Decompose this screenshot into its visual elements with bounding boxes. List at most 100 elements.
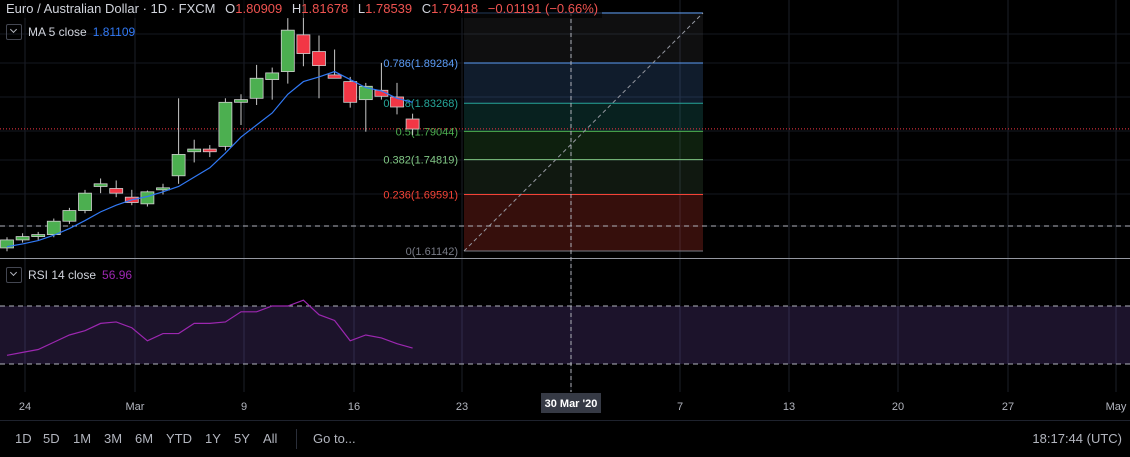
candle-body — [218, 101, 233, 147]
go-to-button[interactable]: Go to... — [313, 431, 356, 446]
time-axis-label: May — [1106, 401, 1127, 413]
rsi-legend-value: 56.96 — [102, 268, 133, 282]
rsi-legend[interactable]: RSI 14 close 56.96 — [6, 266, 132, 284]
change-value: −0.01191 (−0.66%) — [487, 1, 599, 16]
ma-legend[interactable]: MA 5 close 1.81109 — [6, 23, 135, 41]
candle — [234, 94, 248, 126]
candle — [218, 98, 233, 151]
candle-body — [358, 85, 373, 101]
time-axis-label: 9 — [241, 401, 247, 413]
candle-body — [374, 89, 389, 97]
timeframe-button-all[interactable]: All — [263, 431, 278, 446]
crosshair-date-box — [541, 393, 601, 413]
crosshair-date-label: 30 Mar '20 — [545, 398, 598, 410]
candle-body — [202, 148, 217, 153]
candle-body — [312, 51, 326, 66]
candle — [140, 190, 155, 207]
price-chart[interactable]: 0.786(1.89284)0.618(1.83268)0.5(1.79044)… — [0, 0, 1130, 420]
collapse-chevron-icon[interactable] — [6, 266, 22, 283]
time-axis-label: 20 — [892, 401, 904, 413]
timeframe-button-5d[interactable]: 5D — [43, 431, 60, 446]
collapse-chevron-icon[interactable] — [6, 23, 22, 40]
close-value: 1.79418 — [431, 1, 479, 16]
timeframe-button-6m[interactable]: 6M — [135, 431, 154, 446]
candle — [312, 35, 326, 99]
rsi-band — [0, 306, 1130, 364]
time-axis-label: 7 — [677, 401, 683, 413]
low-value: 1.78539 — [365, 1, 413, 16]
candle — [156, 183, 170, 195]
time-axis-label: Mar — [126, 401, 145, 413]
candle-body — [171, 154, 186, 177]
fib-level-label: 0.236(1.69591) — [383, 190, 458, 202]
time-axis-label: 23 — [456, 401, 468, 413]
fib-zone — [464, 131, 703, 160]
fib-zone — [464, 63, 703, 104]
candle-body — [405, 118, 420, 130]
candle-body — [31, 234, 46, 237]
candle-body — [78, 192, 92, 211]
open-label: O — [225, 1, 236, 16]
low-label: L — [357, 1, 366, 16]
fib-zone — [464, 103, 703, 132]
clock-display[interactable]: 18:17:44 (UTC) — [1032, 431, 1122, 446]
candle-body — [296, 34, 311, 54]
fib-zone — [464, 159, 703, 195]
fib-level-label: 0.786(1.89284) — [383, 58, 458, 70]
candle — [171, 98, 186, 184]
open-value: 1.80909 — [235, 1, 283, 16]
candle — [358, 82, 373, 132]
candle — [374, 62, 389, 100]
timeframe-button-ytd[interactable]: YTD — [166, 431, 192, 446]
ma-line — [6, 70, 413, 248]
time-axis-label: 16 — [348, 401, 360, 413]
timeframe-button-1m[interactable]: 1M — [73, 431, 92, 446]
candle — [62, 207, 77, 224]
fib-level-label: 0(1.61142) — [406, 246, 458, 258]
fib-level-label: 0.382(1.74819) — [383, 155, 458, 167]
candle-body — [187, 148, 202, 153]
timeframe-button-1y[interactable]: 1Y — [205, 431, 221, 446]
symbol-header: Euro / Australian Dollar · 1D · FXCM O1.… — [6, 0, 603, 18]
symbol-title[interactable]: Euro / Australian Dollar · 1D · FXCM — [6, 1, 216, 16]
candle-body — [280, 29, 295, 72]
high-label: H — [291, 1, 302, 16]
fib-level-label: 0.5(1.79044) — [396, 126, 458, 138]
candle — [405, 113, 420, 136]
toolbar-divider — [296, 429, 297, 449]
candle — [280, 18, 295, 84]
candle-body — [15, 236, 30, 241]
timeframe-button-3m[interactable]: 3M — [104, 431, 123, 446]
candle-body — [327, 74, 342, 79]
candle — [249, 64, 264, 105]
candle-body — [265, 72, 280, 80]
time-axis-label: 27 — [1002, 401, 1014, 413]
timeframe-button-1d[interactable]: 1D — [15, 431, 32, 446]
candle — [15, 233, 30, 243]
candle — [124, 189, 139, 206]
candle-body — [390, 96, 404, 108]
candle-body — [62, 210, 77, 222]
time-axis-label: 24 — [19, 401, 31, 413]
time-axis-label: 13 — [783, 401, 795, 413]
candle — [0, 237, 14, 252]
fib-zone — [464, 194, 703, 251]
candle-body — [46, 220, 61, 235]
candle — [46, 218, 61, 238]
rsi-legend-name: RSI 14 close — [28, 268, 97, 282]
candle-body — [343, 81, 358, 103]
candle-body — [234, 99, 248, 103]
rsi-line — [6, 299, 413, 356]
timeframe-button-5y[interactable]: 5Y — [234, 431, 250, 446]
candle — [31, 231, 46, 240]
candle-body — [93, 183, 108, 187]
candle-body — [0, 239, 14, 249]
close-label: C — [421, 1, 432, 16]
ma-legend-name: MA 5 close — [28, 25, 87, 39]
candle — [187, 139, 202, 163]
candle-body — [249, 77, 264, 99]
ma-legend-value: 1.81109 — [92, 25, 136, 39]
candle-body — [109, 188, 124, 194]
candle — [202, 145, 217, 158]
candle — [93, 178, 108, 194]
